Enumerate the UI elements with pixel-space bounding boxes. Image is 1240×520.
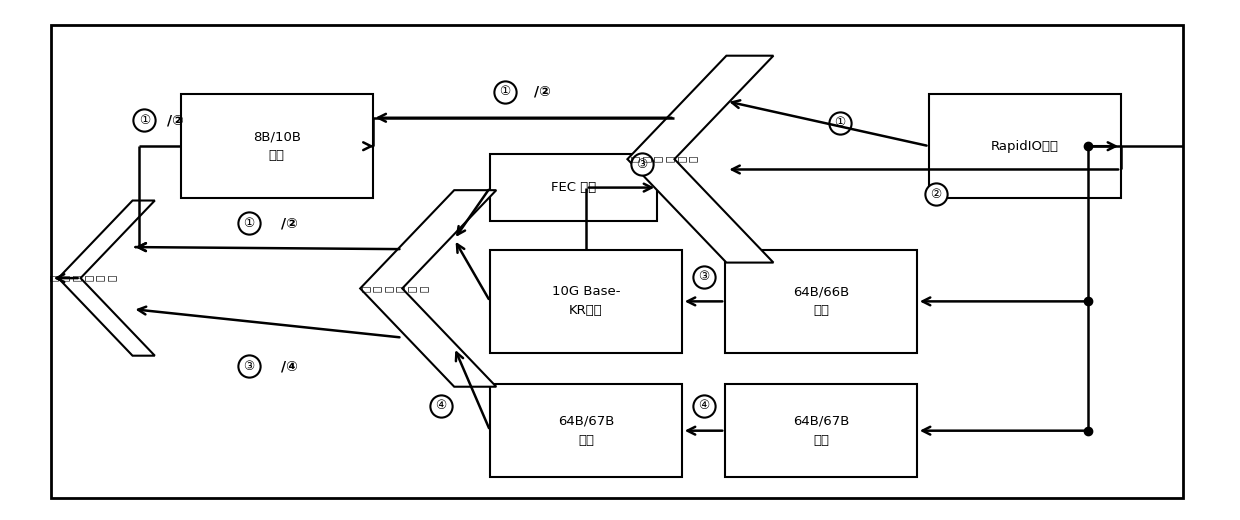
- Text: ①: ①: [500, 85, 511, 98]
- Text: ①: ①: [243, 217, 254, 230]
- Text: /②: /②: [167, 113, 184, 127]
- Text: /②: /②: [533, 85, 551, 99]
- Text: 第
一
子
选
择
器: 第 一 子 选 择 器: [630, 156, 698, 162]
- Bar: [490, 384, 682, 477]
- Text: 8B/10B
编码: 8B/10B 编码: [253, 130, 300, 162]
- Text: ③: ③: [698, 270, 709, 283]
- Bar: [490, 250, 682, 353]
- Text: ③: ③: [243, 359, 254, 372]
- Text: ④: ④: [435, 399, 446, 412]
- Text: ④: ④: [698, 399, 709, 412]
- Text: 10G Base-
KR扰码: 10G Base- KR扰码: [552, 285, 620, 317]
- Text: 第
三
子
选
择
器: 第 三 子 选 择 器: [48, 275, 117, 281]
- Text: ③: ③: [636, 158, 647, 171]
- Bar: [490, 154, 657, 221]
- Text: 64B/67B
编码: 64B/67B 编码: [558, 414, 614, 447]
- Polygon shape: [627, 56, 774, 263]
- Text: 64B/66B
编码: 64B/66B 编码: [792, 285, 849, 317]
- Polygon shape: [58, 201, 155, 356]
- Text: 64B/67B
扰码: 64B/67B 扰码: [792, 414, 849, 447]
- Text: ①: ①: [139, 114, 150, 127]
- Polygon shape: [360, 190, 496, 387]
- Text: 第
二
子
选
择
器: 第 二 子 选 择 器: [360, 285, 428, 292]
- Bar: [725, 384, 916, 477]
- Text: ②: ②: [930, 188, 941, 201]
- Bar: [725, 250, 916, 353]
- Text: ①: ①: [835, 116, 846, 129]
- Text: FEC 编码: FEC 编码: [551, 181, 596, 194]
- Bar: [929, 95, 1121, 198]
- Text: /④: /④: [281, 359, 298, 373]
- Bar: [181, 95, 372, 198]
- Text: /②: /②: [281, 216, 298, 230]
- Text: RapidIO扰码: RapidIO扰码: [991, 140, 1059, 153]
